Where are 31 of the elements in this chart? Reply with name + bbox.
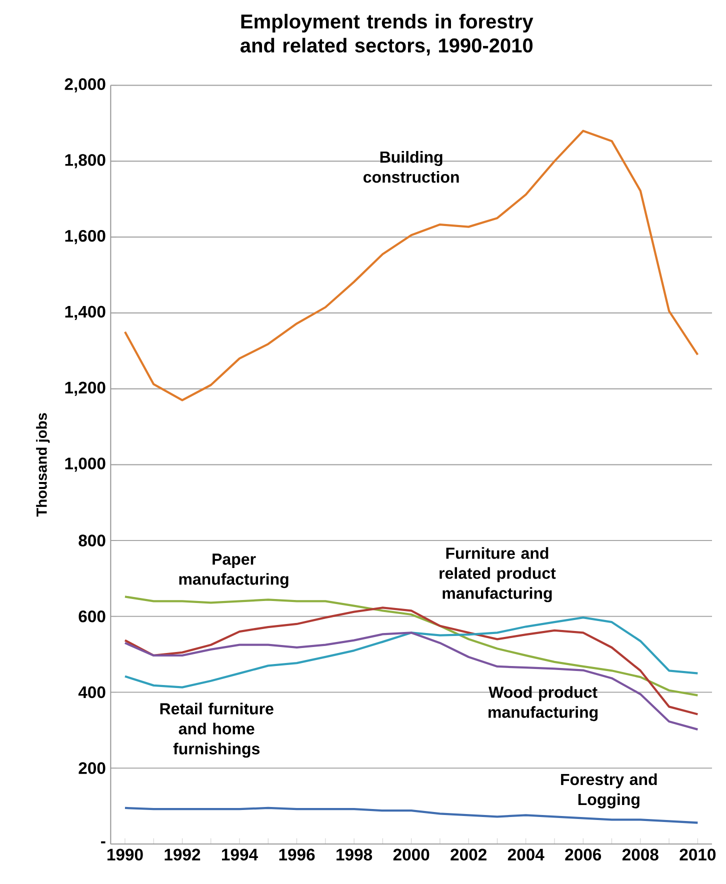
y-tick-label: 1,200	[65, 382, 106, 396]
series-label: Furniture and related product manufacturing	[440, 547, 556, 602]
y-tick-label: -	[101, 841, 106, 844]
x-tick-label: 2002	[450, 848, 486, 861]
y-tick-label: 1,000	[65, 458, 106, 472]
y-tick-label: 2,000	[64, 78, 106, 92]
y-tick-label: 200	[78, 762, 106, 774]
x-tick-label: 2000	[393, 848, 430, 861]
x-tick-label: 1998	[336, 848, 372, 861]
series-label: Wood product manufacturing	[488, 686, 598, 722]
y-axis-title: Thousand jobs	[36, 413, 50, 517]
y-tick-label: 1,400	[65, 306, 106, 320]
x-tick-label: 1994	[222, 848, 258, 861]
y-tick-label: 600	[78, 610, 106, 622]
y-tick-label: 800	[78, 534, 106, 546]
x-tick-label: 2004	[508, 848, 544, 861]
series-label: Forestry and Logging	[561, 773, 657, 808]
x-tick-label: 1990	[107, 848, 143, 861]
x-tick-label: 2008	[622, 848, 658, 861]
text: Building construction	[364, 151, 459, 183]
y-tick-label: 1,600	[65, 230, 106, 244]
series-label: Paper manufacturing	[179, 554, 288, 588]
x-tick-label: 1996	[279, 848, 315, 861]
line-series	[124, 130, 699, 402]
x-tick-label: 2006	[565, 848, 602, 861]
y-tick-label: 1,800	[65, 154, 106, 168]
chart-title: Employment trends in forestry and related sectors, 1990-2010	[240, 14, 534, 56]
series-label: Retail furniture and home furnishings	[160, 702, 274, 758]
x-tick-label: 1992	[164, 848, 200, 861]
y-tick-label: 400	[78, 686, 106, 698]
x-tick-label: 2010	[680, 848, 716, 861]
